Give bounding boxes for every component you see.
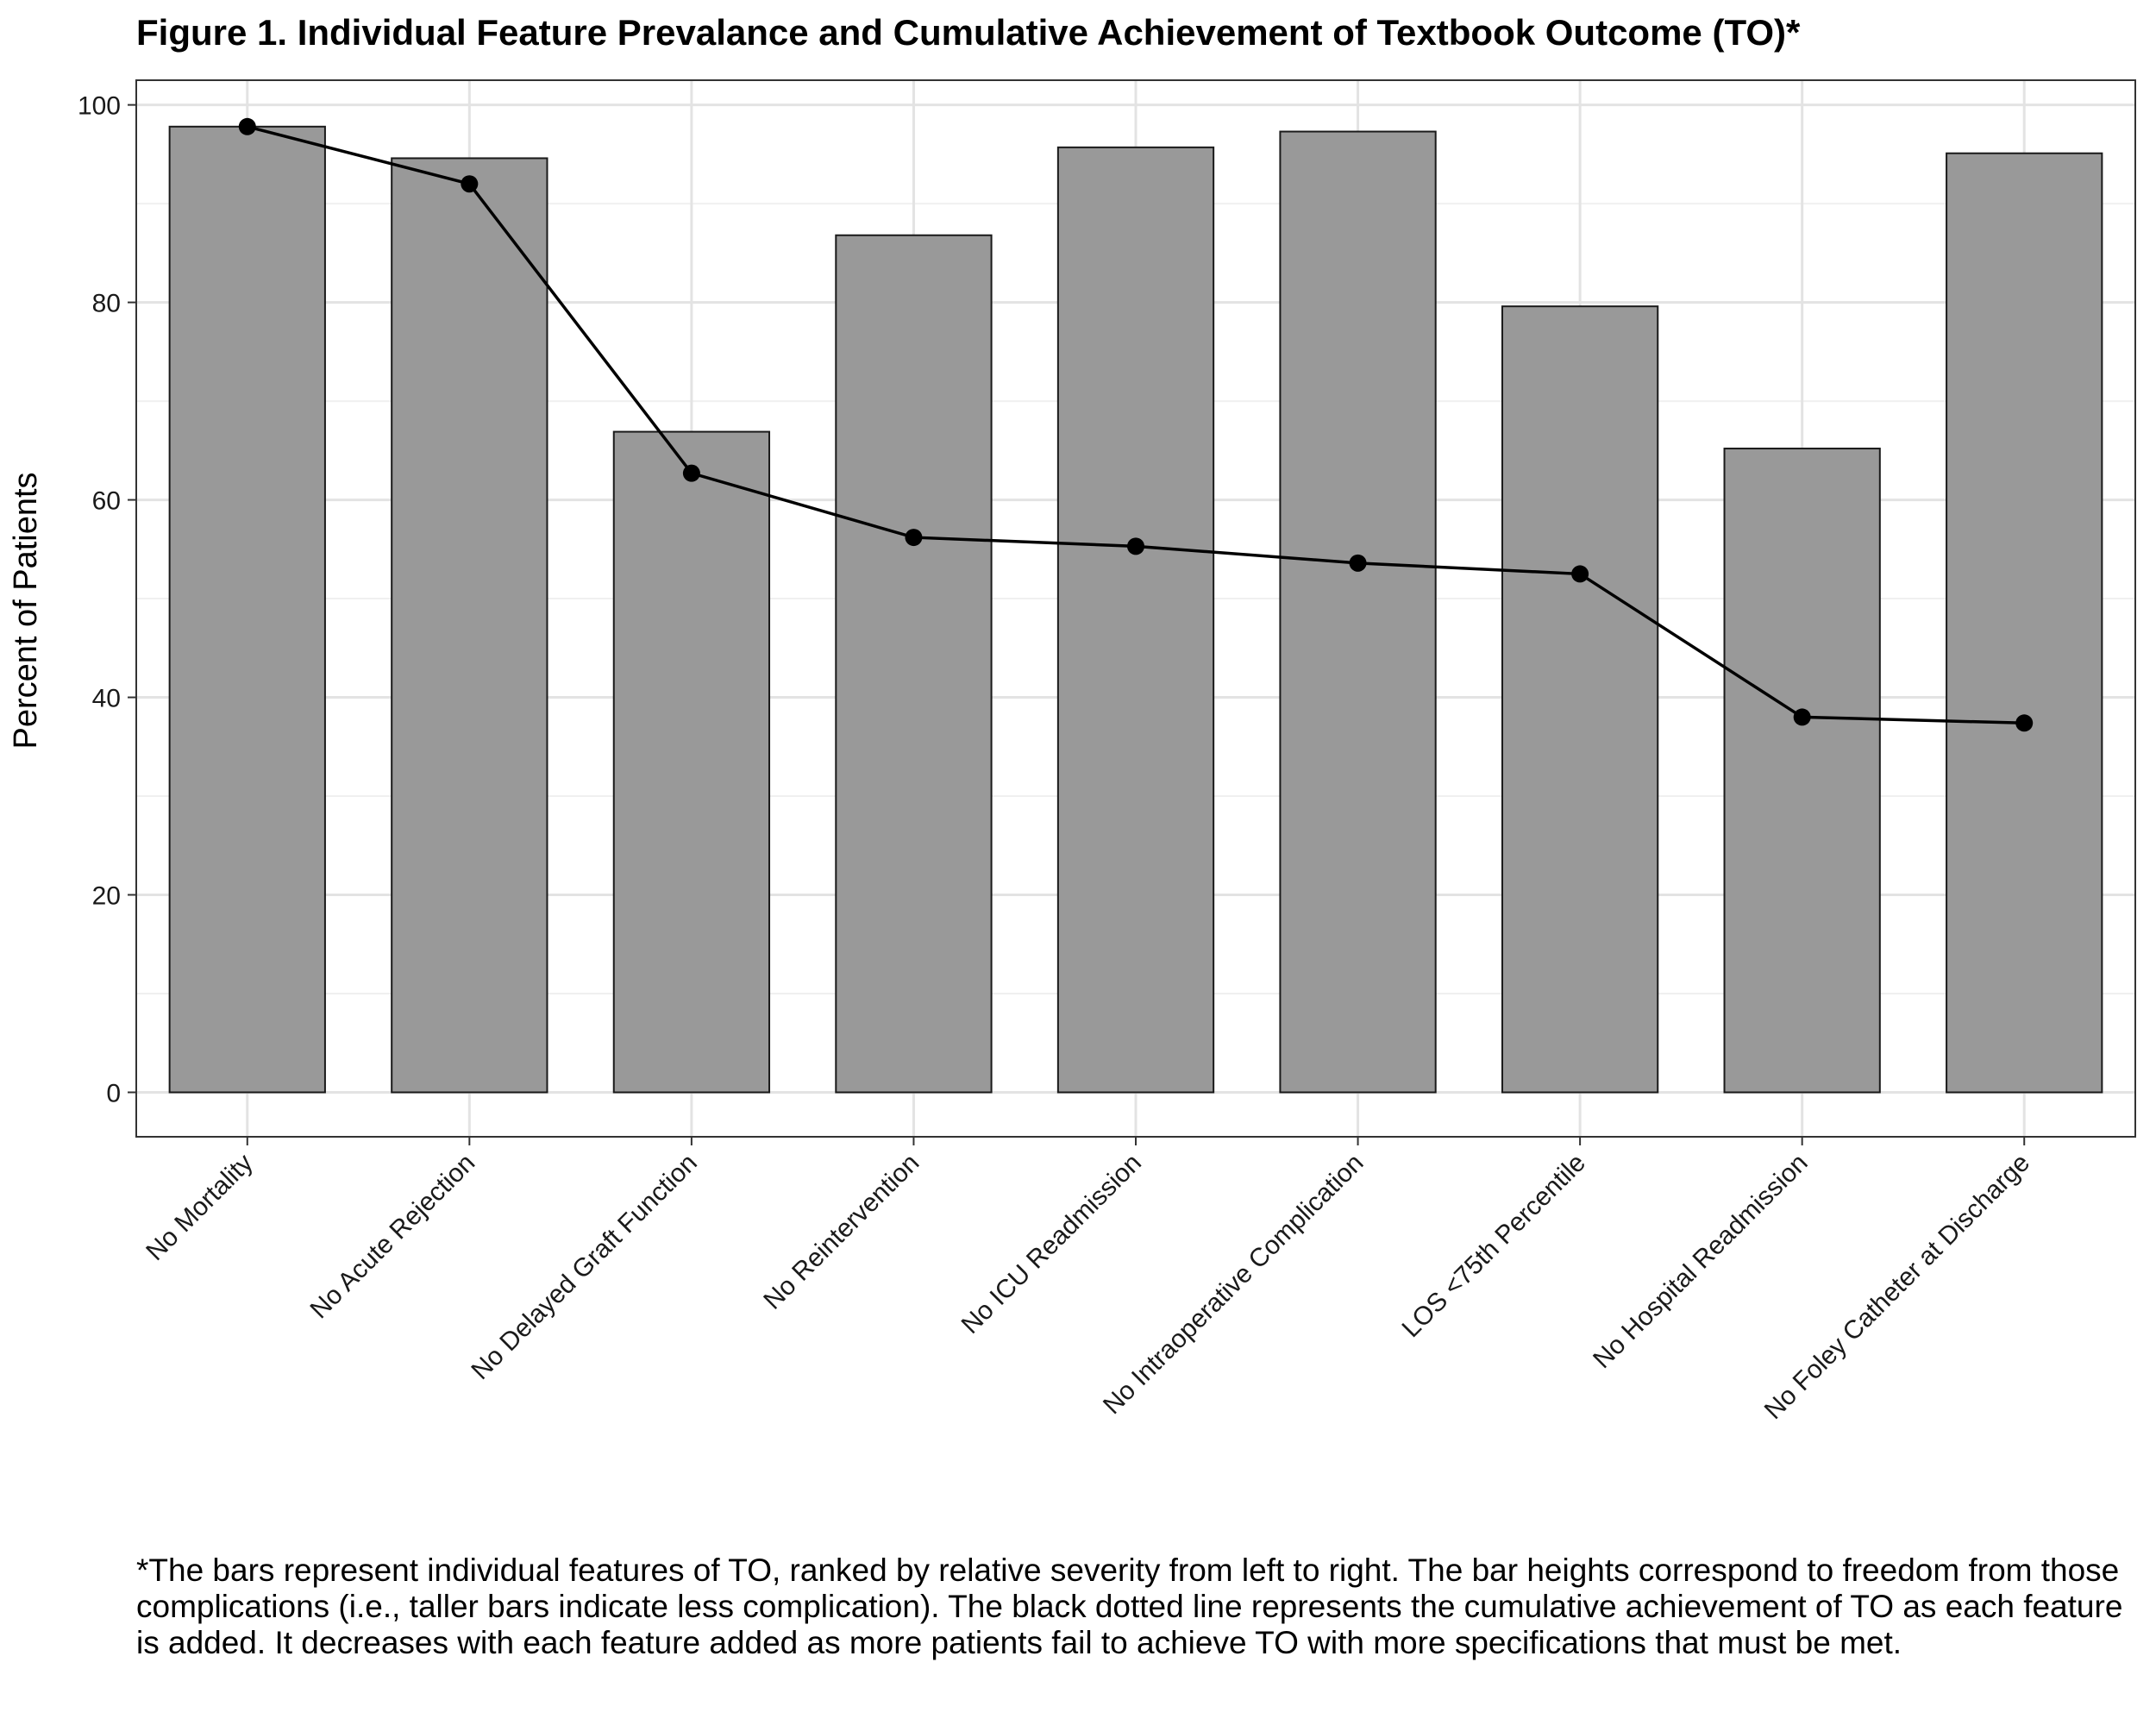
bar xyxy=(835,234,993,1094)
x-tick-label: No Foley Catheter at Discharge xyxy=(1759,1149,2035,1425)
bar xyxy=(1946,152,2103,1094)
line-point xyxy=(1127,537,1144,555)
line-point xyxy=(682,464,700,482)
line-point xyxy=(1793,708,1811,726)
line-point xyxy=(905,529,923,547)
bar xyxy=(1501,305,1659,1094)
bar-series xyxy=(168,125,2103,1094)
chart-area: 0 20 40 60 80 100 No Mortality No Acute Rejecti… xyxy=(8,79,2136,1425)
x-tick-label: No ICU Readmission xyxy=(956,1149,1147,1339)
bar xyxy=(168,125,326,1094)
y-axis-title: Percent of Patients xyxy=(8,472,44,749)
line-point xyxy=(238,117,256,135)
y-tick-label: 20 xyxy=(92,882,121,911)
line-point xyxy=(1349,554,1367,572)
x-tick-label: No Hospital Readmission xyxy=(1588,1149,1813,1374)
bar xyxy=(612,430,771,1094)
x-tick-label: No Delayed Graft Function xyxy=(466,1149,702,1385)
y-tick-label: 40 xyxy=(92,685,121,713)
footnote: *The bars represent individual features … xyxy=(136,1552,2123,1660)
chart-title: Figure 1. Individual Feature Prevalance … xyxy=(136,12,1801,53)
y-tick-label: 0 xyxy=(106,1079,121,1107)
cumulative-line-series xyxy=(238,117,2034,732)
line-point xyxy=(2015,714,2034,732)
bar xyxy=(391,157,548,1094)
bar xyxy=(1279,130,1437,1094)
line-point xyxy=(461,175,479,193)
x-tick-label: No Reintervention xyxy=(758,1149,924,1315)
x-tick-label: No Acute Rejection xyxy=(305,1149,481,1325)
x-tick-label: LOS <75th Percentile xyxy=(1396,1149,1591,1344)
bar xyxy=(1056,146,1215,1094)
x-tick-label: No Mortality xyxy=(141,1149,259,1267)
x-tick-label: No Intraoperative Complication xyxy=(1098,1149,1369,1421)
y-tick-label: 80 xyxy=(92,290,121,318)
line-point xyxy=(1571,565,1589,583)
y-tick-label: 100 xyxy=(78,92,121,121)
y-tick-label: 60 xyxy=(92,487,121,516)
bar xyxy=(1723,448,1881,1094)
